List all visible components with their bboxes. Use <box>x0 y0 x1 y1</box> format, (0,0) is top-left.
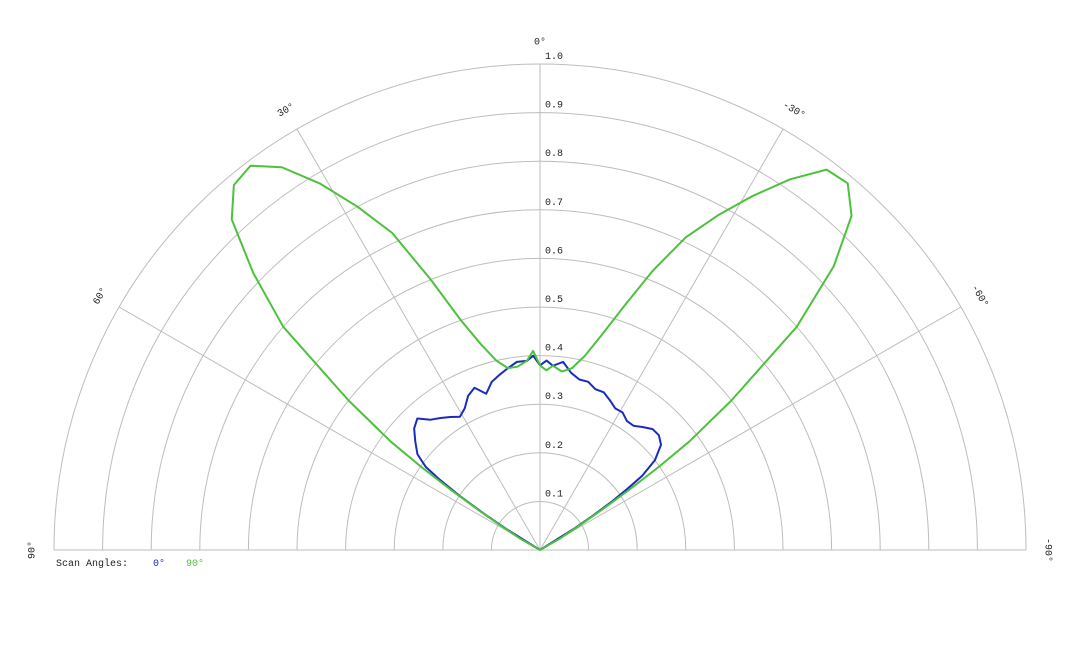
theta-tick-label: -60° <box>968 283 990 310</box>
legend-entry: 0° <box>153 558 165 570</box>
r-tick-label: 0.4 <box>545 344 563 355</box>
grid-spoke <box>118 306 541 551</box>
theta-tick-label: -30° <box>780 99 807 121</box>
series-line <box>230 164 853 551</box>
r-tick-label: 0.2 <box>545 441 563 452</box>
r-tick-label: 0.9 <box>545 101 563 112</box>
r-tick-label: 0.6 <box>545 246 563 257</box>
grid-spoke <box>539 306 962 551</box>
r-tick-label: 0.3 <box>545 392 563 403</box>
theta-tick-label: 30° <box>276 101 298 120</box>
r-tick-label: 0.8 <box>545 149 563 160</box>
theta-tick-label: 60° <box>91 286 110 308</box>
r-tick-label: 1.0 <box>545 52 563 63</box>
r-tick-label: 0.7 <box>545 198 563 209</box>
r-tick-label: 0.1 <box>545 489 563 500</box>
grid-spoke <box>539 128 784 551</box>
theta-tick-label: 0° <box>534 37 546 49</box>
r-tick-label: 0.5 <box>545 295 563 306</box>
theta-tick-label: -90° <box>1041 538 1053 562</box>
theta-tick-label: 90° <box>27 541 39 559</box>
legend-entry: 90° <box>186 558 204 570</box>
grid-spoke <box>296 128 541 551</box>
legend-title: Scan Angles: <box>56 558 128 570</box>
